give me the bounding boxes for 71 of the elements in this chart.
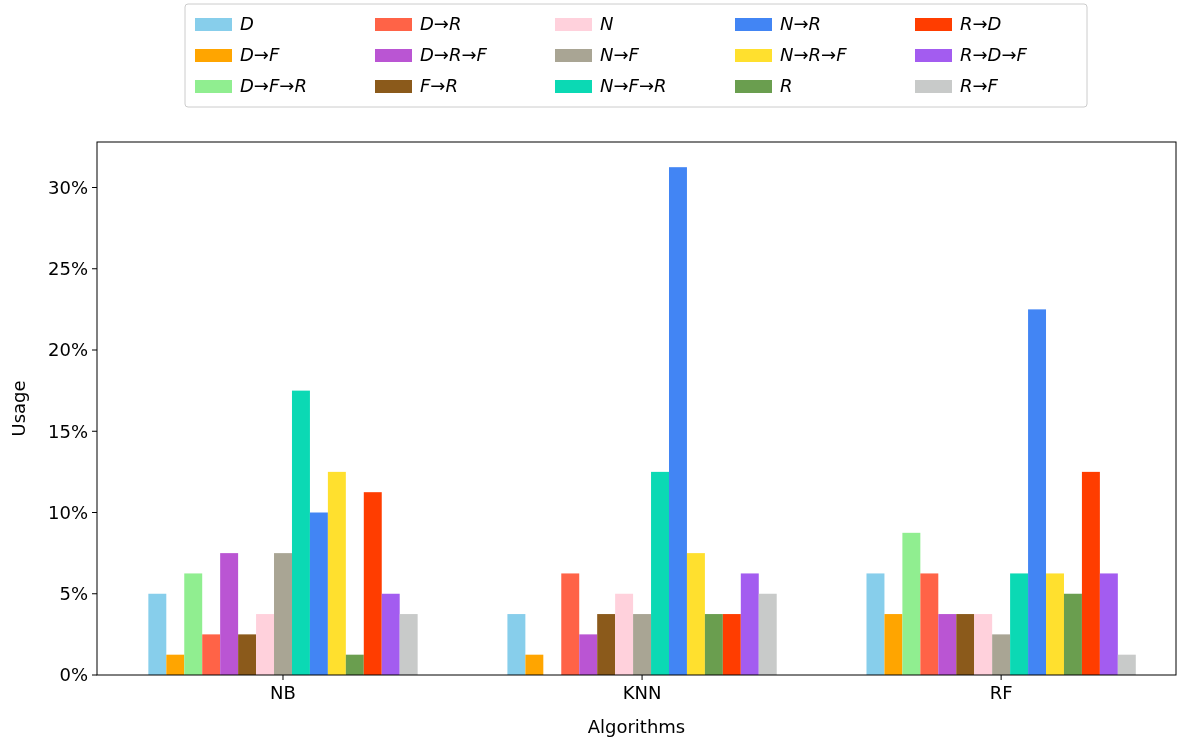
bar [758,593,777,675]
bar [1010,573,1029,675]
legend-label: N [600,13,614,34]
bar [238,634,257,675]
bar [579,634,598,675]
y-tick-label: 5% [59,583,88,605]
x-tick-label: NB [270,682,296,703]
bar [884,614,903,675]
y-axis-title: Usage [8,380,29,437]
x-tick-label: RF [989,682,1013,703]
bar [1046,573,1064,675]
bar [525,654,544,675]
legend-label: R→D→F [960,44,1028,65]
bar [722,614,741,675]
bar [1117,654,1136,675]
bar [920,573,939,675]
y-tick-label: 30% [47,176,88,198]
bar [1099,573,1118,675]
bar [992,634,1011,675]
bar [956,614,975,675]
bar [202,634,221,675]
bar [669,167,687,675]
bar [597,614,616,675]
bar [866,573,885,675]
bar [1063,593,1082,675]
legend-label: R→F [960,75,999,96]
legend-label: N→R [780,13,822,34]
legend-label: R→D [960,13,1002,34]
bar [363,492,382,675]
bar [291,390,310,675]
legend-label: F→R [420,75,458,96]
bar [1081,471,1100,675]
legend-label: D→R→F [420,44,488,65]
bar [399,614,418,675]
bar [184,573,203,675]
bar [220,553,239,675]
bar [166,654,185,675]
legend-label: N→R→F [780,44,848,65]
bar [256,614,275,675]
bar [704,614,723,675]
legend-label: N→F→R [600,75,667,96]
legend-label: D→F→R [240,75,307,96]
legend-label: R [780,75,793,96]
bar [148,593,167,675]
legend-label: D [240,13,254,34]
y-tick-label: 15% [47,420,88,442]
bar [902,532,921,675]
y-tick-label: 20% [47,339,88,361]
x-tick-label: KNN [622,682,662,703]
bar [561,573,580,675]
bar [938,614,957,675]
bar [327,471,346,675]
bar [309,512,328,675]
bar [974,614,993,675]
y-tick-label: 10% [47,501,88,523]
bar [633,614,652,675]
bar [274,553,292,675]
bar [1028,309,1047,675]
bar [740,573,759,675]
bar [381,593,400,675]
legend-label: N→F [600,44,640,65]
legend-label: D→R [420,13,462,34]
legend-label: D→F [240,44,280,65]
bar [507,614,526,675]
bar [686,553,705,675]
bar [345,654,364,675]
y-tick-label: 25% [47,258,88,280]
bar [651,471,669,675]
x-axis-title: Algorithms [587,716,686,737]
y-tick-label: 0% [59,664,88,686]
bar [615,593,634,675]
